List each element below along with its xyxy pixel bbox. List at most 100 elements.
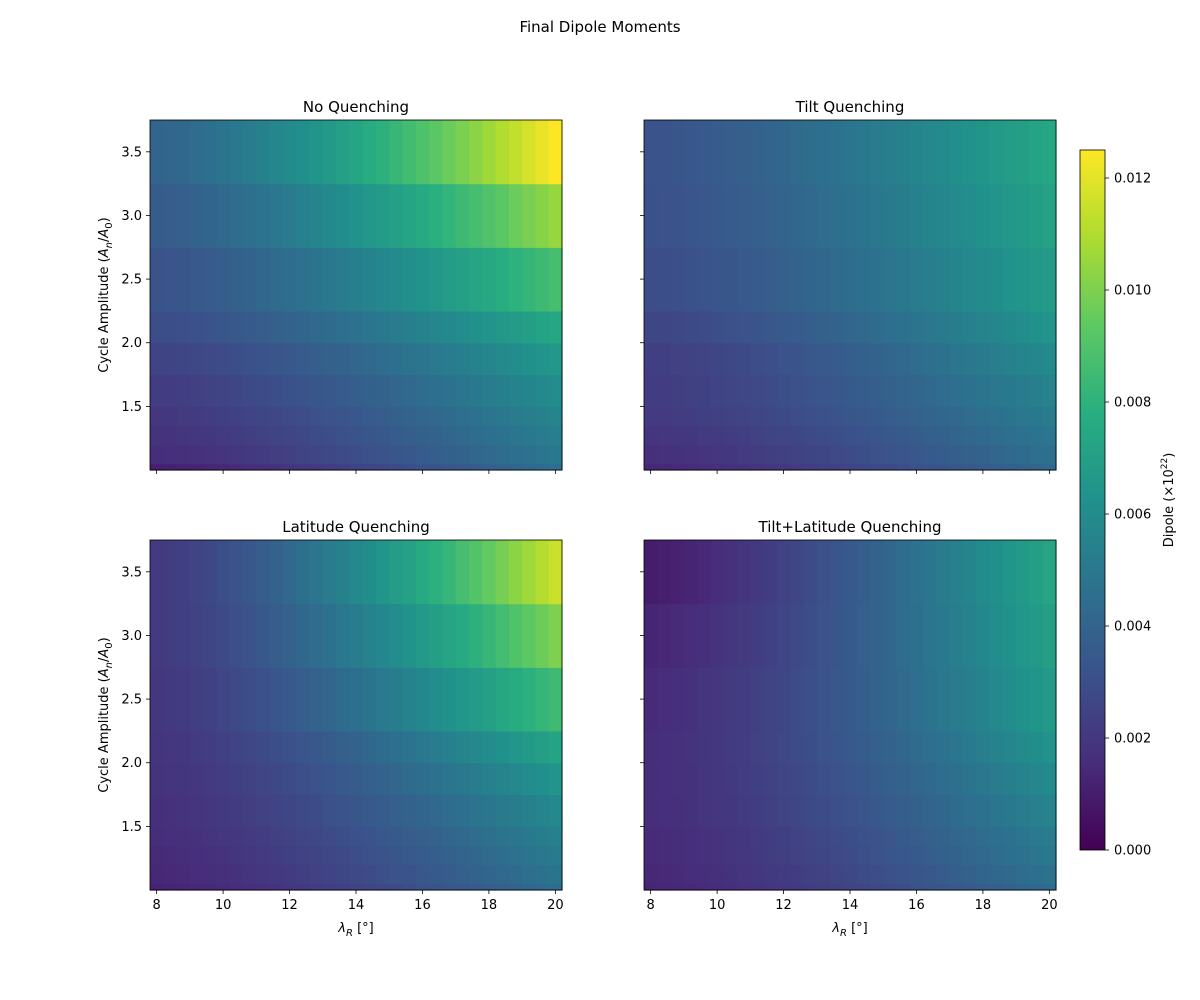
- heatmap-cell: [803, 425, 818, 446]
- heatmap-cell: [402, 540, 417, 605]
- heatmap-cell: [962, 883, 977, 891]
- heatmap-cell: [883, 444, 898, 465]
- heatmap-cell: [830, 762, 844, 796]
- heatmap-cell: [429, 730, 443, 764]
- heatmap-cell: [176, 603, 191, 668]
- heatmap-cell: [216, 183, 231, 248]
- heatmap-cell: [495, 444, 510, 465]
- heatmap-cell: [309, 247, 324, 312]
- heatmap-cell: [683, 794, 698, 827]
- heatmap-cell: [508, 444, 523, 465]
- heatmap-cell: [203, 120, 218, 185]
- heatmap-cell: [936, 120, 951, 185]
- heatmap-cell: [869, 374, 884, 407]
- heatmap-cell: [508, 247, 523, 312]
- heatmap-cell: [415, 406, 430, 427]
- x-tick-label: 18: [481, 898, 498, 913]
- heatmap-cell: [883, 667, 898, 732]
- heatmap-cell: [856, 845, 871, 866]
- heatmap-cell: [803, 374, 818, 407]
- heatmap-cell: [415, 374, 430, 407]
- heatmap-cell: [657, 425, 672, 446]
- heatmap-cell: [644, 603, 658, 668]
- heatmap-cell: [336, 342, 350, 376]
- y-tick-label: 2.0: [121, 336, 142, 351]
- heatmap-cell: [697, 826, 712, 847]
- heatmap-cell: [296, 845, 311, 866]
- heatmap-cell: [723, 762, 738, 796]
- heatmap-cell: [468, 247, 483, 312]
- heatmap-cell: [508, 183, 523, 248]
- heatmap-cell: [883, 845, 898, 866]
- heatmap-cell: [683, 120, 698, 185]
- heatmap-cell: [683, 603, 698, 668]
- heatmap-cell: [1002, 342, 1017, 376]
- heatmap-cell: [336, 247, 350, 312]
- heatmap-cell: [282, 762, 297, 796]
- heatmap-cell: [1016, 667, 1031, 732]
- heatmap-cell: [723, 183, 738, 248]
- x-tick-label: 8: [647, 898, 655, 913]
- heatmap-cell: [349, 406, 364, 427]
- heatmap-cell: [803, 463, 818, 471]
- heatmap-cell: [243, 730, 257, 764]
- heatmap-cell: [163, 183, 178, 248]
- heatmap-cell: [229, 310, 244, 344]
- heatmap-cell: [455, 342, 470, 376]
- heatmap-cell: [1029, 762, 1044, 796]
- heatmap-cell: [203, 864, 218, 885]
- heatmap-cell: [176, 845, 191, 866]
- heatmap-cell: [896, 120, 911, 185]
- heatmap-cell: [856, 425, 871, 446]
- heatmap-cell: [508, 667, 523, 732]
- heatmap-cell: [269, 762, 284, 796]
- heatmap-cell: [776, 762, 791, 796]
- heatmap-cell: [548, 603, 563, 668]
- heatmap-cell: [402, 794, 417, 827]
- heatmap-cell: [670, 864, 685, 885]
- heatmap-cell: [243, 864, 257, 885]
- heatmap-cell: [949, 864, 964, 885]
- heatmap-cell: [189, 374, 204, 407]
- heatmap-cell: [429, 540, 443, 605]
- heatmap-cell: [790, 342, 805, 376]
- heatmap-cell: [816, 540, 831, 605]
- heatmap-cell: [189, 342, 204, 376]
- heatmap-cell: [723, 667, 738, 732]
- heatmap-cell: [322, 183, 337, 248]
- heatmap-cell: [495, 247, 510, 312]
- heatmap-cell: [176, 540, 191, 605]
- heatmap-cell: [816, 342, 831, 376]
- heatmap-cell: [189, 794, 204, 827]
- heatmap-cell: [803, 183, 818, 248]
- heatmap-cell: [896, 425, 911, 446]
- heatmap-cell: [203, 826, 218, 847]
- heatmap-cell: [269, 463, 284, 471]
- heatmap-cell: [322, 794, 337, 827]
- heatmap-cell: [402, 762, 417, 796]
- heatmap-cell: [644, 864, 658, 885]
- heatmap-cell: [535, 444, 550, 465]
- heatmap-cell: [163, 374, 178, 407]
- heatmap-cell: [816, 463, 831, 471]
- heatmap-cell: [683, 374, 698, 407]
- heatmap-cell: [776, 826, 791, 847]
- heatmap-cell: [522, 826, 537, 847]
- heatmap-cell: [309, 667, 324, 732]
- heatmap-cell: [375, 730, 390, 764]
- heatmap-cell: [923, 762, 937, 796]
- heatmap-cell: [296, 794, 311, 827]
- heatmap-cell: [482, 425, 497, 446]
- x-tick-label: 14: [348, 898, 365, 913]
- heatmap-cell: [548, 183, 563, 248]
- heatmap-cell: [243, 603, 257, 668]
- heatmap-cell: [923, 883, 937, 891]
- heatmap-cell: [495, 425, 510, 446]
- heatmap-cell: [1016, 540, 1031, 605]
- colorbar-gradient: [1079, 149, 1106, 851]
- heatmap-cell: [962, 406, 977, 427]
- heatmap-cell: [750, 425, 765, 446]
- heatmap-cell: [256, 444, 271, 465]
- heatmap-cell: [256, 540, 271, 605]
- heatmap-cell: [803, 310, 818, 344]
